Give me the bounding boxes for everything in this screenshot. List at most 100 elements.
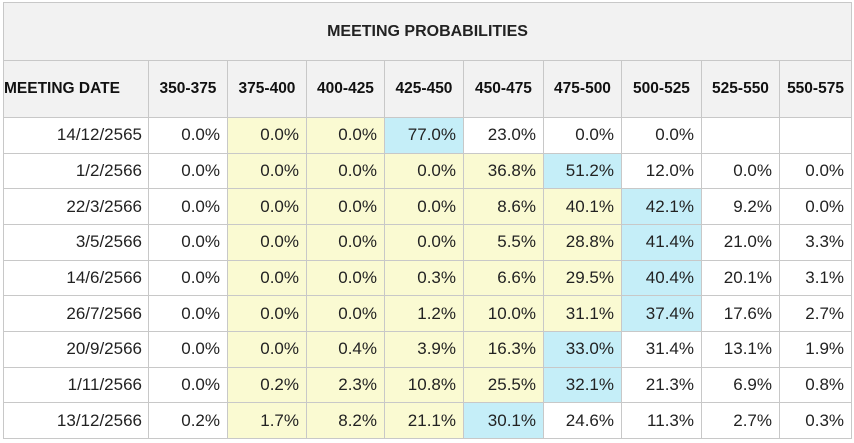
table-row: 26/7/2566 0.0% 0.0% 0.0% 1.2% 10.0% 31.1% 37.4%…	[3, 295, 853, 332]
meeting-date-cell: 3/5/2566	[3, 223, 149, 261]
probability-cell: 0.0%	[384, 188, 464, 225]
probability-cell: 0.0%	[148, 366, 228, 404]
probability-cell: 9.2%	[701, 188, 780, 225]
column-header-350-375: 350-375	[148, 60, 228, 118]
probability-cell: 1.9%	[778, 330, 853, 368]
probability-cell: 32.1%	[543, 366, 622, 404]
probability-cell: 3.3%	[778, 223, 853, 261]
probability-cell: 0.0%	[306, 188, 385, 225]
column-header-475-500: 475-500	[543, 60, 622, 118]
probability-cell: 0.0%	[148, 330, 228, 368]
meeting-date-cell: 20/9/2566	[3, 330, 149, 368]
meeting-date-cell: 13/12/2566	[3, 402, 149, 439]
probability-cell: 2.7%	[778, 295, 853, 332]
probability-cell: 29.5%	[543, 259, 622, 297]
meeting-date-cell: 22/3/2566	[3, 188, 149, 225]
column-header-400-425: 400-425	[306, 60, 385, 118]
probability-cell: 8.6%	[463, 188, 544, 225]
probability-cell: 77.0%	[384, 117, 464, 154]
probability-cell: 3.1%	[778, 259, 853, 297]
table-row: 1/2/2566 0.0% 0.0% 0.0% 0.0% 36.8% 51.2% 12.0% 0…	[3, 152, 853, 190]
probability-cell: 17.6%	[701, 295, 780, 332]
probability-cell: 51.2%	[543, 152, 622, 190]
probability-cell: 40.4%	[621, 259, 702, 297]
table-row: 1/11/2566 0.0% 0.2% 2.3% 10.8% 25.5% 32.1% 21.3…	[3, 366, 853, 404]
probability-cell: 13.1%	[701, 330, 780, 368]
table-body: 14/12/2565 0.0% 0.0% 0.0% 77.0% 23.0% 0.0% 0.0%…	[3, 117, 853, 439]
column-header-450-475: 450-475	[463, 60, 544, 118]
column-header-meeting-date: MEETING DATE	[3, 60, 149, 118]
probability-cell: 0.3%	[778, 402, 853, 439]
table-row: 20/9/2566 0.0% 0.0% 0.4% 3.9% 16.3% 33.0% 31.4%…	[3, 330, 853, 368]
probability-cell: 6.6%	[463, 259, 544, 297]
meeting-date-cell: 14/12/2565	[3, 117, 149, 154]
probability-cell: 21.0%	[701, 223, 780, 261]
table-row: 13/12/2566 0.2% 1.7% 8.2% 21.1% 30.1% 24.6% 11.…	[3, 402, 853, 439]
probability-cell: 0.0%	[148, 188, 228, 225]
table-title: MEETING PROBABILITIES	[2, 2, 853, 61]
probability-cell: 10.0%	[463, 295, 544, 332]
probability-cell: 0.0%	[227, 152, 307, 190]
probability-cell: 0.0%	[148, 117, 228, 154]
probability-cell: 0.0%	[306, 223, 385, 261]
probability-cell: 20.1%	[701, 259, 780, 297]
probability-cell: 0.8%	[778, 366, 853, 404]
probability-cell: 41.4%	[621, 223, 702, 261]
probability-cell: 31.4%	[621, 330, 702, 368]
probability-cell: 0.0%	[227, 259, 307, 297]
probability-cell: 21.3%	[621, 366, 702, 404]
column-header-525-550: 525-550	[701, 60, 780, 118]
probability-cell: 6.9%	[701, 366, 780, 404]
probability-cell: 16.3%	[463, 330, 544, 368]
probability-cell: 36.8%	[463, 152, 544, 190]
column-header-550-575: 550-575	[778, 60, 853, 118]
probability-cell: 31.1%	[543, 295, 622, 332]
probability-cell: 2.3%	[306, 366, 385, 404]
probability-cell: 21.1%	[384, 402, 464, 439]
probability-cell: 0.0%	[227, 188, 307, 225]
probability-cell: 0.0%	[227, 330, 307, 368]
probability-cell: 0.0%	[148, 152, 228, 190]
probability-cell: 23.0%	[463, 117, 544, 154]
probability-cell	[701, 117, 780, 154]
probability-cell: 0.0%	[778, 152, 853, 190]
probability-cell: 12.0%	[621, 152, 702, 190]
table-row: 22/3/2566 0.0% 0.0% 0.0% 0.0% 8.6% 40.1% 42.1% 9…	[3, 188, 853, 225]
probability-cell: 0.0%	[227, 295, 307, 332]
table-row: 14/6/2566 0.0% 0.0% 0.0% 0.3% 6.6% 29.5% 40.4% 2…	[3, 259, 853, 297]
probability-cell: 0.0%	[306, 259, 385, 297]
table-row: 14/12/2565 0.0% 0.0% 0.0% 77.0% 23.0% 0.0% 0.0%	[3, 117, 853, 154]
probability-cell: 24.6%	[543, 402, 622, 439]
meeting-date-cell: 26/7/2566	[3, 295, 149, 332]
probability-cell: 0.0%	[384, 223, 464, 261]
probability-cell: 0.2%	[148, 402, 228, 439]
meeting-date-cell: 1/2/2566	[3, 152, 149, 190]
probability-cell: 0.0%	[148, 259, 228, 297]
probability-cell: 3.9%	[384, 330, 464, 368]
column-header-500-525: 500-525	[621, 60, 702, 118]
probability-cell: 0.0%	[384, 152, 464, 190]
probability-cell: 11.3%	[621, 402, 702, 439]
probability-cell: 2.7%	[701, 402, 780, 439]
probability-cell: 0.0%	[227, 117, 307, 154]
probability-cell: 0.0%	[306, 152, 385, 190]
probability-cell: 42.1%	[621, 188, 702, 225]
probability-cell: 0.3%	[384, 259, 464, 297]
probability-cell: 25.5%	[463, 366, 544, 404]
probability-cell: 0.2%	[227, 366, 307, 404]
probability-cell: 0.0%	[701, 152, 780, 190]
probability-cell: 0.0%	[543, 117, 622, 154]
header-row: MEETING DATE 350-375 375-400 400-425 425-450…	[3, 60, 853, 118]
probability-cell: 0.0%	[148, 295, 228, 332]
probability-cell: 0.4%	[306, 330, 385, 368]
probability-cell: 0.0%	[778, 188, 853, 225]
probability-cell: 28.8%	[543, 223, 622, 261]
column-header-425-450: 425-450	[384, 60, 464, 118]
probability-cell: 40.1%	[543, 188, 622, 225]
column-header-375-400: 375-400	[227, 60, 307, 118]
probability-cell: 5.5%	[463, 223, 544, 261]
probability-cell: 0.0%	[148, 223, 228, 261]
probability-cell: 0.0%	[621, 117, 702, 154]
probability-cell: 0.0%	[306, 117, 385, 154]
